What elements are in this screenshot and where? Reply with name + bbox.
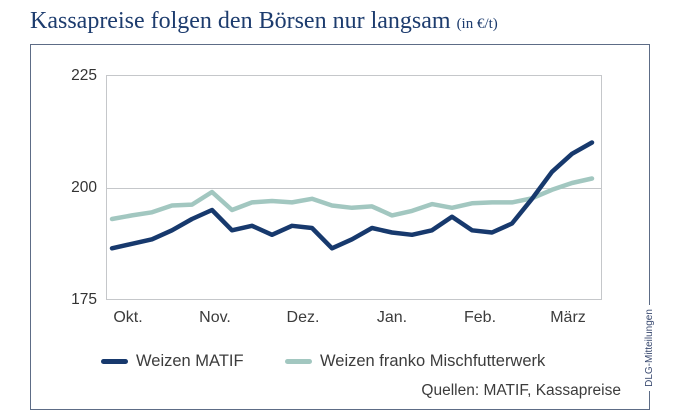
series-line-0	[109, 140, 595, 251]
series-line-1	[109, 176, 595, 222]
legend-item-weizen-franko: Weizen franko Mischfutterwerk	[285, 352, 545, 371]
legend-label-weizen-matif: Weizen MATIF	[136, 352, 244, 370]
x-axis-tick-jan: Jan.	[376, 309, 408, 326]
y-axis-tick-175: 175	[71, 291, 97, 308]
gridline-200	[107, 187, 601, 189]
legend-swatch-weizen-matif	[101, 359, 128, 364]
y-axis-tick-225: 225	[71, 67, 97, 84]
chart-lines	[109, 140, 595, 251]
publication-credit: DLG-Mitteilungen	[641, 305, 659, 391]
legend-swatch-weizen-franko	[285, 359, 312, 364]
x-axis-tick-okt: Okt.	[113, 309, 143, 326]
x-axis-tick-maerz: März	[550, 309, 586, 326]
plot-area	[106, 75, 602, 300]
x-axis-tick-dez: Dez.	[286, 309, 320, 326]
page-title: Kassapreise folgen den Börsen nur langsa…	[30, 6, 670, 39]
x-axis-tick-nov: Nov.	[199, 309, 231, 326]
legend-item-weizen-matif: Weizen MATIF	[101, 352, 244, 371]
chart-title-text: Kassapreise folgen den Börsen nur langsa…	[30, 8, 451, 34]
chart-unit-suffix: (in €/t)	[456, 16, 498, 32]
legend-label-weizen-franko: Weizen franko Mischfutterwerk	[320, 352, 546, 370]
y-axis-tick-200: 200	[71, 179, 97, 196]
x-axis-tick-feb: Feb.	[463, 309, 497, 326]
source-note: Quellen: MATIF, Kassapreise	[421, 382, 621, 399]
